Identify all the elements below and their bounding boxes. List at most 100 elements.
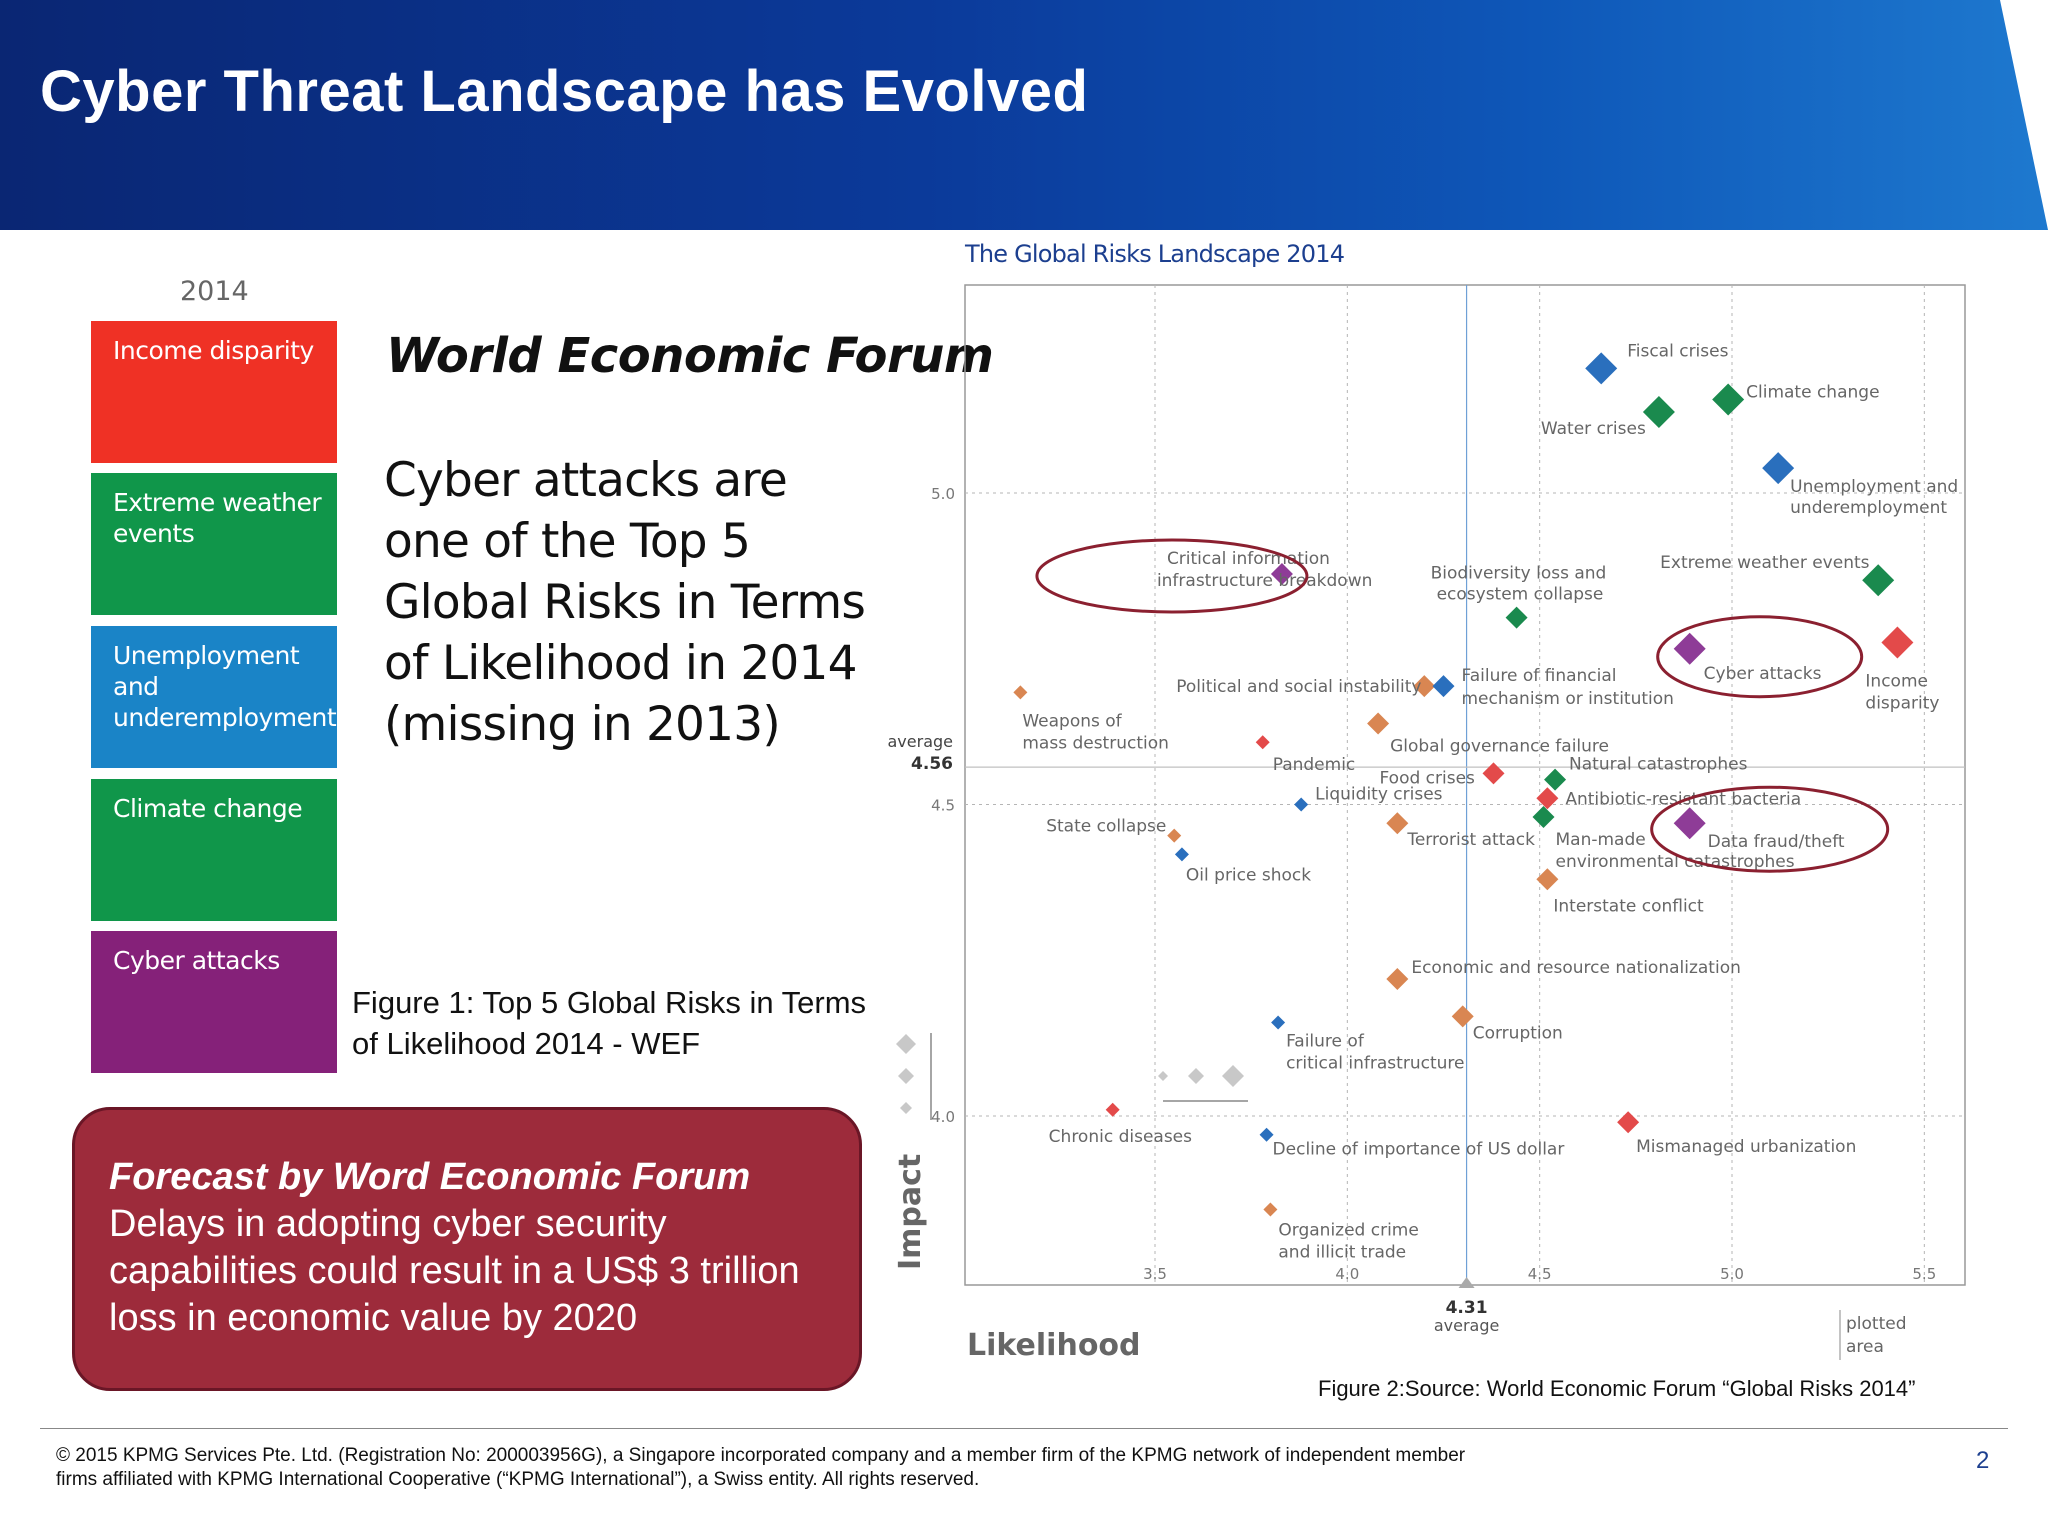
x-tick-label: 3.5 <box>1143 1265 1167 1283</box>
risk-point-label: Mismanaged urbanization <box>1636 1137 1856 1157</box>
risk-point-label: underemployment <box>1790 498 1947 518</box>
risk-point <box>1712 383 1745 416</box>
risk-point-label: Chronic diseases <box>1049 1127 1192 1147</box>
figure2-caption: Figure 2:Source: World Economic Forum “G… <box>1318 1376 1916 1401</box>
figure1-caption: Figure 1: Top 5 Global Risks in Terms of… <box>352 985 867 1061</box>
risk-point <box>1271 1015 1286 1030</box>
risk-point-label: Liquidity crises <box>1315 785 1443 805</box>
risk-box-label: Cyber attacks <box>113 946 280 975</box>
risk-list-year: 2014 <box>180 276 249 307</box>
risk-point-label: Extreme weather events <box>1660 553 1869 573</box>
risk-point-label: Man-made <box>1556 830 1646 850</box>
risk-point <box>1532 805 1555 828</box>
chart-title: The Global Risks Landscape 2014 <box>965 240 1345 268</box>
risk-point-label: Decline of importance of US dollar <box>1273 1140 1565 1160</box>
x-tick-label: 4.5 <box>1528 1265 1552 1283</box>
risk-box-label: Income disparity <box>113 336 314 365</box>
risk-point-label: infrastructure breakdown <box>1157 571 1372 591</box>
slide-title: Cyber Threat Landscape has Evolved <box>40 59 1089 124</box>
risk-point-label: Failure of financial <box>1462 666 1617 686</box>
x-tick-label: 5.5 <box>1912 1265 1936 1283</box>
risk-point-label: Oil price shock <box>1186 865 1311 885</box>
risk-point-label: Interstate conflict <box>1553 896 1704 916</box>
risk-point-label: Data fraud/theft <box>1708 832 1845 852</box>
highlight-ellipse <box>1650 785 1890 873</box>
risk-point <box>1174 847 1189 862</box>
header-banner <box>0 0 2048 230</box>
risk-point-label: Global governance failure <box>1390 737 1609 757</box>
risk-point <box>1386 812 1409 835</box>
y-axis-label: Impact <box>893 1154 928 1270</box>
risk-point <box>1386 967 1409 990</box>
risk-point-label: and illicit trade <box>1278 1242 1406 1262</box>
y-tick-label: 4.5 <box>931 797 955 815</box>
size-legend-diamond <box>900 1102 912 1114</box>
risk-point <box>1617 1111 1640 1134</box>
risk-point-label: Biodiversity loss and <box>1431 564 1607 584</box>
risk-box-unemployment: Unemployment and underemployment <box>91 626 337 768</box>
risk-point <box>1881 626 1914 659</box>
x-axis-label: Likelihood <box>967 1328 1141 1363</box>
size-legend-diamond <box>896 1034 916 1054</box>
risk-box-label: Unemployment and underemployment <box>113 641 337 732</box>
x-tick-label: 4.0 <box>1335 1265 1359 1283</box>
risk-point-label: Climate change <box>1746 383 1879 403</box>
forecast-callout: Forecast by Word Economic Forum Delays i… <box>72 1107 862 1391</box>
risk-point <box>1255 735 1270 750</box>
risk-point <box>1367 712 1390 735</box>
risk-point <box>1270 562 1293 585</box>
plotted-area-label: area <box>1846 1337 1884 1357</box>
risk-box-income-disparity: Income disparity <box>91 321 337 463</box>
risk-box-climate-change: Climate change <box>91 779 337 921</box>
risk-point <box>1642 396 1675 429</box>
risk-point-label: Organized crime <box>1278 1220 1418 1240</box>
risk-point-label: Pandemic <box>1273 755 1356 775</box>
risk-point <box>1585 352 1618 385</box>
risk-point-label: Corruption <box>1473 1023 1563 1043</box>
banner-corner-slash <box>2000 0 2048 230</box>
risk-point <box>1482 762 1505 785</box>
risk-point <box>1432 675 1455 698</box>
average-y-text: average <box>888 732 954 751</box>
risk-point <box>1263 1202 1278 1217</box>
risk-landscape-chart: 3.5 4.0 4.5 5.0 5.54.04.55.04.31averageavera… <box>888 284 1966 1363</box>
risk-point <box>1536 787 1559 810</box>
average-x-marker <box>1458 1277 1475 1288</box>
risk-point-label: Terrorist attack <box>1406 830 1535 850</box>
risk-point <box>1259 1127 1274 1142</box>
risk-point-label: Weapons of <box>1022 711 1122 731</box>
risk-point-label: Fiscal crises <box>1627 341 1728 361</box>
y-tick-label: 4.0 <box>931 1108 955 1126</box>
risk-point-label: Political and social instability <box>1176 677 1421 697</box>
risk-box-label: Climate change <box>113 794 303 823</box>
risk-point-label: Natural catastrophes <box>1569 755 1748 775</box>
risk-point <box>1862 564 1895 597</box>
risk-point <box>1505 606 1528 629</box>
risk-point <box>1451 1005 1474 1028</box>
page-number: 2 <box>1976 1447 1990 1474</box>
size-legend-diamond <box>898 1068 914 1084</box>
footer-divider <box>40 1428 2008 1429</box>
risk-point-label: ecosystem collapse <box>1437 585 1604 605</box>
forecast-title: Forecast by Word Economic Forum <box>109 1156 751 1198</box>
wef-heading: World Economic Forum <box>386 328 994 384</box>
risk-point <box>1294 797 1309 812</box>
highlight-ellipse <box>1035 538 1309 614</box>
average-x-value: 4.31 <box>1446 1298 1488 1318</box>
risk-point <box>1762 452 1795 485</box>
risk-point <box>1013 685 1028 700</box>
risk-point-label: critical infrastructure <box>1286 1054 1464 1074</box>
risk-point-label: Cyber attacks <box>1704 664 1822 684</box>
copyright-text: © 2015 KPMG Services Pte. Ltd. (Registra… <box>56 1445 1466 1490</box>
risk-point-label: mechanism or institution <box>1462 689 1674 709</box>
average-y-value: 4.56 <box>911 754 953 774</box>
risk-point <box>1536 868 1559 891</box>
risk-point-label: Unemployment and <box>1790 477 1958 497</box>
risk-point-label: Water crises <box>1541 419 1646 439</box>
forecast-body: Delays in adopting cyber security capabi… <box>109 1203 800 1339</box>
wef-claim: Cyber attacks are one of the Top 5 Globa… <box>384 453 866 752</box>
risk-point-label: mass destruction <box>1022 733 1169 753</box>
size-legend-diamond <box>1222 1065 1244 1087</box>
risk-point-label: Economic and resource nationalization <box>1411 958 1741 978</box>
risk-point <box>1544 768 1567 791</box>
